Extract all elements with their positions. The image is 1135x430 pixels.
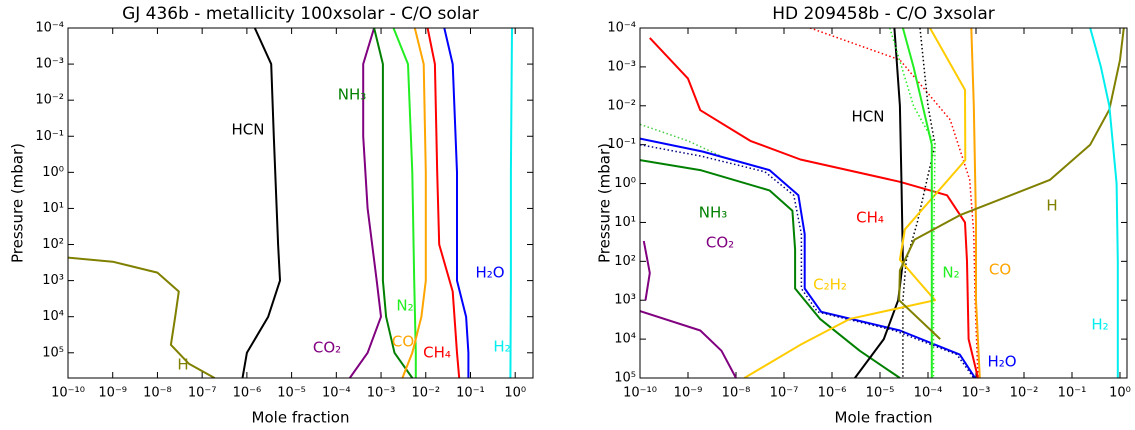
y-tick-label: 10⁻¹ (35, 129, 64, 144)
series-line (392, 28, 417, 378)
series-label: CO₂ (706, 234, 734, 252)
series-label: NH₃ (699, 204, 728, 222)
series-label: N₂ (396, 297, 413, 315)
series-label: H₂ (493, 338, 510, 356)
plot-frame (67, 27, 534, 379)
series-line (898, 28, 1125, 340)
series-line (901, 28, 933, 378)
x-tick-label: 10⁰ (1109, 386, 1131, 401)
x-tick-label: 10⁻⁵ (277, 386, 306, 401)
series-label: H (1046, 197, 1057, 215)
x-tick-label: 10⁻⁹ (98, 386, 127, 401)
series-line (970, 28, 981, 378)
y-tick-label: 10⁻⁴ (607, 21, 636, 36)
series-label: CO₂ (313, 339, 341, 357)
series-line (640, 159, 901, 378)
series-line (373, 28, 414, 378)
x-tick-label: 10⁻⁷ (770, 386, 799, 401)
y-tick-label: 10⁻² (607, 98, 636, 113)
series-label: HCN (232, 121, 265, 139)
series-label: HCN (852, 108, 885, 126)
y-tick-label: 10² (42, 237, 64, 252)
series-label: CO (989, 261, 1011, 279)
x-tick-label: 10⁻³ (962, 386, 991, 401)
series-line (401, 28, 427, 378)
series-line (509, 28, 513, 378)
y-tick-label: 10⁰ (614, 176, 636, 191)
series-line (743, 28, 967, 378)
y-tick-label: 10² (614, 254, 636, 269)
series-line (854, 28, 904, 378)
x-tick-label: 10⁻⁴ (322, 386, 351, 401)
series-line (889, 28, 936, 378)
series-line (241, 28, 281, 378)
y-tick-label: 10⁰ (42, 165, 64, 180)
x-tick-label: 10⁻² (1010, 386, 1039, 401)
x-tick-label: 10⁻⁹ (674, 386, 703, 401)
y-tick-label: 10⁻³ (607, 59, 636, 74)
series-label: CH₄ (856, 209, 884, 227)
x-tick-label: 10⁻⁶ (233, 386, 262, 401)
series-line (640, 143, 975, 378)
x-tick-label: 10⁻⁶ (818, 386, 847, 401)
series-label: CH₄ (423, 344, 451, 362)
chart-title: GJ 436b - metallicity 100xsolar - C/O so… (122, 4, 479, 24)
x-axis-label: Mole fraction (835, 409, 933, 427)
series-line (443, 28, 470, 378)
y-tick-label: 10⁻⁴ (35, 21, 64, 36)
x-tick-label: 10⁻¹⁰ (51, 386, 85, 401)
x-tick-label: 10⁻¹ (1058, 386, 1087, 401)
x-tick-label: 10⁻⁵ (866, 386, 895, 401)
x-tick-label: 10⁰ (504, 386, 526, 401)
series-label: NH₃ (338, 86, 367, 104)
y-axis-label: Pressure (mbar) (596, 143, 614, 263)
series-label: CO (392, 333, 414, 351)
y-tick-label: 10³ (42, 273, 64, 288)
y-tick-label: 10⁴ (614, 332, 636, 347)
series-label: H₂O (987, 353, 1016, 371)
x-tick-label: 10⁻³ (367, 386, 396, 401)
x-tick-label: 10⁻¹ (456, 386, 485, 401)
y-tick-label: 10³ (614, 293, 636, 308)
series-line (649, 37, 979, 378)
chart-title: HD 209458b - C/O 3xsolar (772, 4, 995, 24)
y-tick-label: 10⁻² (35, 93, 64, 108)
y-tick-label: 10⁵ (42, 345, 64, 360)
series-label: C₂H₂ (813, 276, 847, 294)
y-tick-label: 10⁵ (614, 371, 636, 386)
series-label: H₂O (475, 264, 504, 282)
series-line (640, 137, 976, 378)
series-label: H₂ (1091, 316, 1108, 334)
series-line (902, 28, 936, 378)
series-line (640, 240, 737, 378)
x-tick-label: 10⁻¹⁰ (623, 386, 657, 401)
y-tick-label: 10⁻³ (35, 57, 64, 72)
x-tick-label: 10⁻⁸ (143, 386, 172, 401)
x-tick-label: 10⁻⁷ (188, 386, 217, 401)
series-line (1089, 28, 1119, 378)
series-line (640, 123, 722, 158)
y-tick-label: 10¹ (42, 201, 64, 216)
series-line (348, 28, 382, 378)
series-label: H (177, 356, 188, 374)
plot-frame (639, 27, 1128, 379)
y-tick-label: 10⁻¹ (607, 137, 636, 152)
series-label: N₂ (942, 264, 959, 282)
y-axis-label: Pressure (mbar) (9, 143, 27, 263)
series-line (68, 256, 216, 378)
x-axis-label: Mole fraction (252, 409, 350, 427)
y-tick-label: 10⁴ (42, 309, 64, 324)
x-tick-label: 10⁻² (411, 386, 440, 401)
series-line (426, 28, 461, 378)
x-tick-label: 10⁻⁴ (914, 386, 943, 401)
y-tick-label: 10¹ (614, 215, 636, 230)
x-tick-label: 10⁻⁸ (722, 386, 751, 401)
